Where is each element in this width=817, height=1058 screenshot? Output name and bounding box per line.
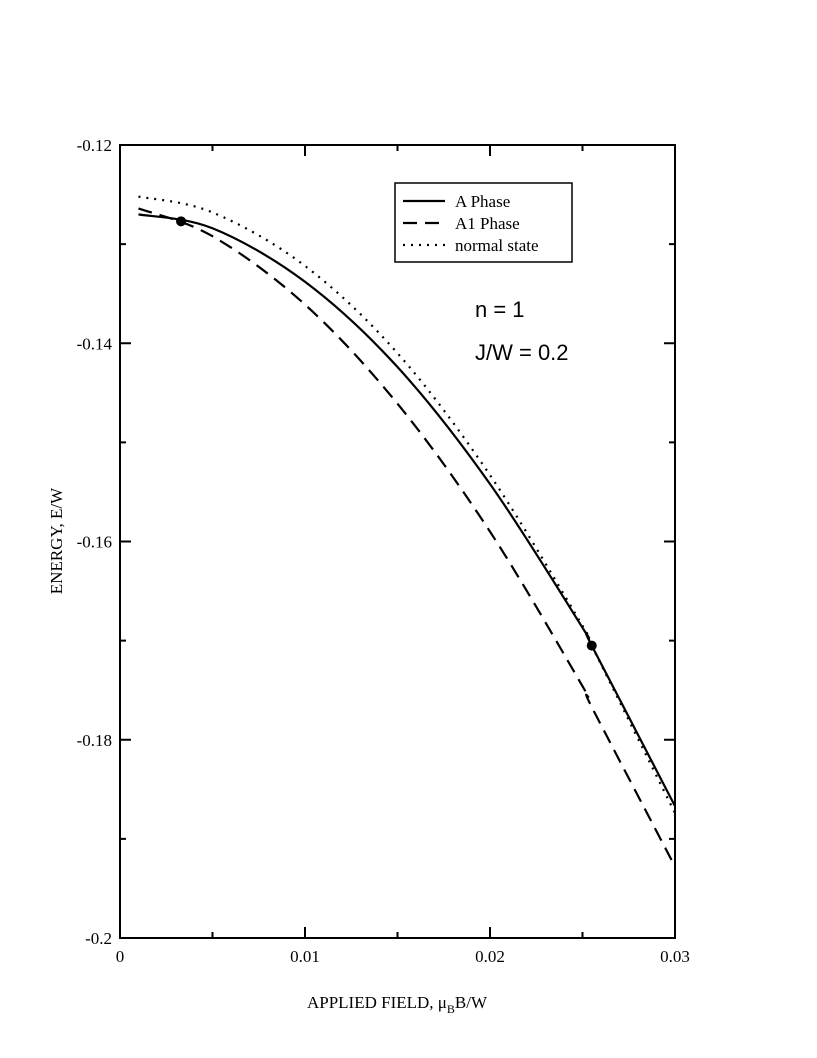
- y-axis-label: ENERGY, E/W: [47, 487, 66, 594]
- x-label-part: APPLIED FIELD, μ: [307, 993, 447, 1012]
- y-tick-label: -0.16: [77, 533, 112, 552]
- annotation: n = 1: [475, 297, 525, 322]
- x-label-sub: B: [447, 1002, 455, 1016]
- y-tick-label: -0.14: [77, 334, 113, 353]
- legend-label: normal state: [455, 236, 539, 255]
- y-tick-label: -0.18: [77, 731, 112, 750]
- x-tick-label: 0.03: [660, 947, 690, 966]
- x-axis-label: APPLIED FIELD, μBB/W: [307, 993, 488, 1016]
- marker-dot: [586, 640, 597, 651]
- y-tick-label: -0.12: [77, 136, 112, 155]
- legend-label: A Phase: [455, 192, 510, 211]
- annotation: J/W = 0.2: [475, 340, 569, 365]
- legend-box: [394, 182, 573, 263]
- y-tick-label: -0.2: [85, 929, 112, 948]
- plot-frame: [119, 144, 676, 939]
- series-line: [138, 195, 676, 814]
- legend-label: A1 Phase: [455, 214, 520, 233]
- x-tick-label: 0.02: [475, 947, 505, 966]
- series-line: [138, 207, 676, 868]
- legend: A Phase A1 Phase normal state: [394, 182, 573, 263]
- x-tick-label: 0: [116, 947, 125, 966]
- series-line: [138, 213, 676, 807]
- x-label-part: B/W: [455, 993, 488, 1012]
- x-tick-label: 0.01: [290, 947, 320, 966]
- marker-dot: [176, 216, 187, 227]
